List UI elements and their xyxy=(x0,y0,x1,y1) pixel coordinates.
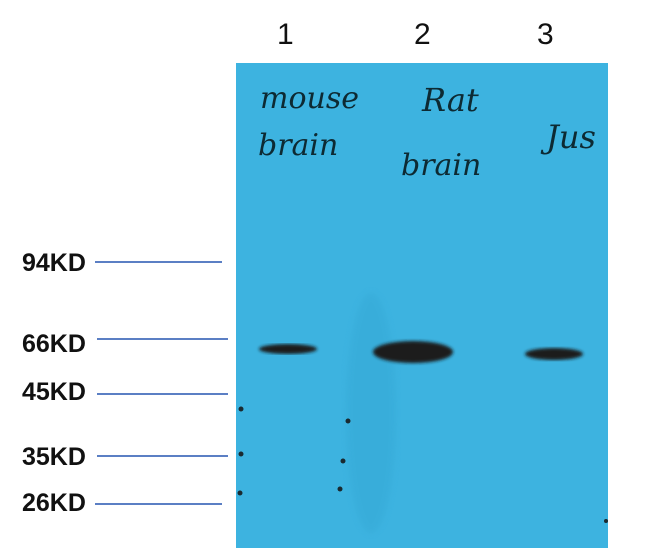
lane-number-3: 3 xyxy=(537,18,554,51)
band-lane-2 xyxy=(373,341,453,363)
membrane-background xyxy=(236,63,608,548)
lane-number-1: 1 xyxy=(277,18,294,51)
marker-45kd: 45KD xyxy=(22,378,86,406)
lane-smear xyxy=(346,293,396,533)
band-lane-3 xyxy=(525,348,583,360)
marker-line-94kd xyxy=(95,261,222,263)
marker-line-45kd xyxy=(97,393,228,395)
ladder-dots xyxy=(237,406,608,523)
marker-94kd: 94KD xyxy=(22,249,86,277)
marker-26kd: 26KD xyxy=(22,489,86,517)
lane-label-2-line1: Rat xyxy=(421,81,479,119)
blot-membrane: mouse brain Rat brain Jus xyxy=(236,63,608,548)
lane-label-3-line1: Jus xyxy=(540,118,596,156)
marker-line-26kd xyxy=(95,503,222,505)
marker-35kd: 35KD xyxy=(22,443,86,471)
lane-label-1-line2: brain xyxy=(258,128,338,163)
lane-label-2-line2: brain xyxy=(401,148,481,183)
lane-number-2: 2 xyxy=(414,18,431,51)
marker-line-66kd xyxy=(97,338,228,340)
marker-line-35kd xyxy=(97,455,228,457)
band-lane-1 xyxy=(259,344,317,354)
marker-66kd: 66KD xyxy=(22,330,86,358)
lane-label-1-line1: mouse xyxy=(260,81,359,116)
